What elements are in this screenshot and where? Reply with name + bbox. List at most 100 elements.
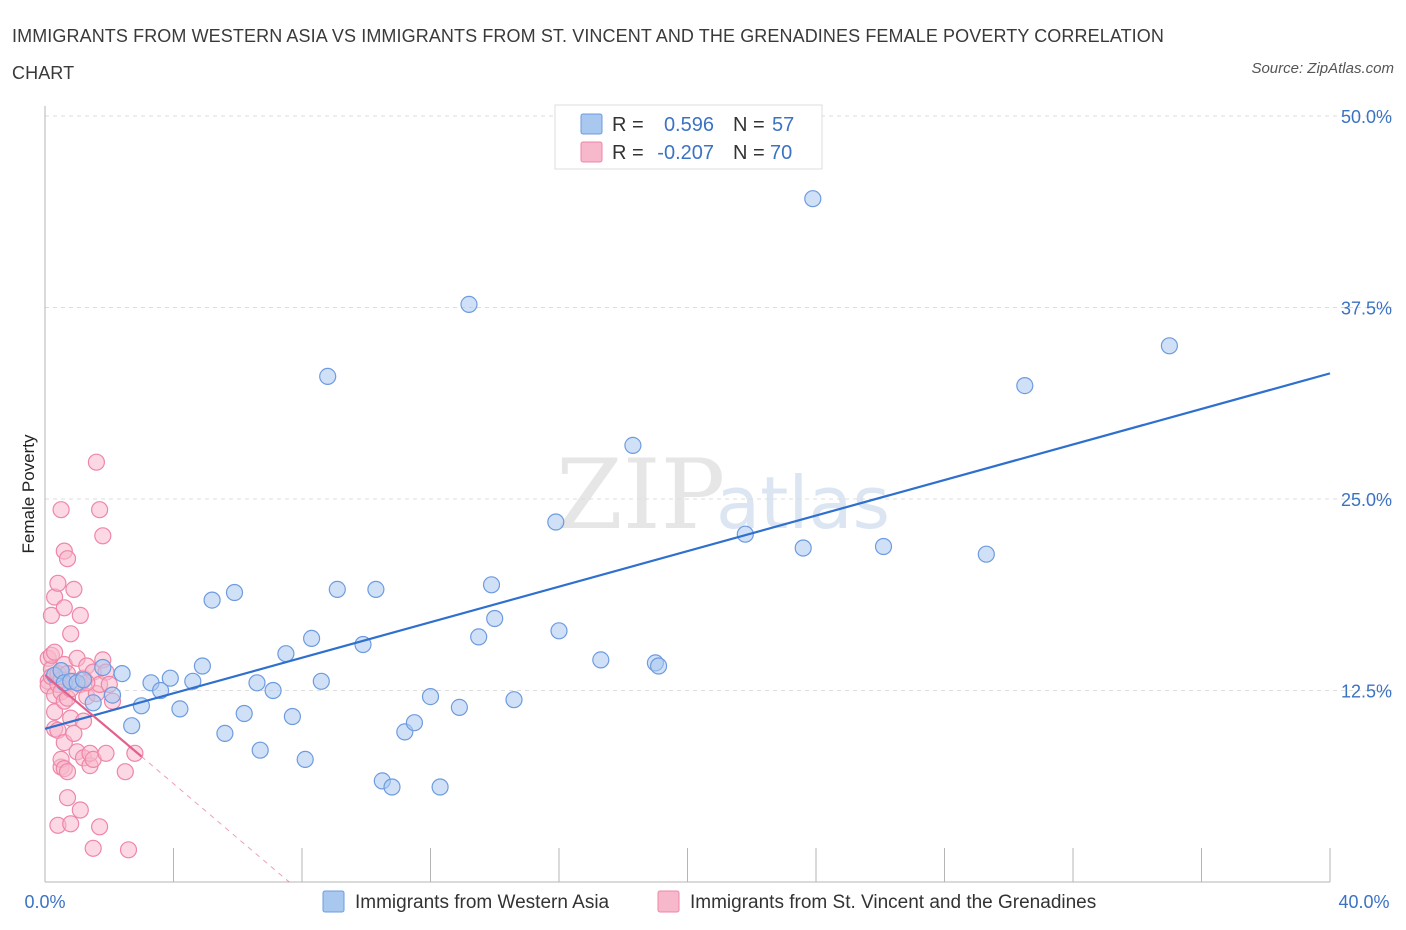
pink-point-3 bbox=[42, 606, 61, 625]
blue-point-10 bbox=[123, 717, 141, 735]
blue-point-18 bbox=[203, 591, 221, 609]
bottom-legend-label-blue: Immigrants from Western Asia bbox=[355, 892, 610, 913]
blue-point-21 bbox=[235, 704, 253, 723]
blue-point-44 bbox=[486, 609, 504, 628]
trend-line-blue bbox=[44, 372, 1331, 730]
blue-point-20 bbox=[225, 583, 244, 602]
blue-point-17 bbox=[193, 657, 211, 675]
blue-point-19 bbox=[216, 724, 234, 743]
source-label: Source: ZipAtlas.com bbox=[1251, 60, 1394, 77]
correlation-legend: R = 0.596 N = 57 R = -0.207 N = 70 bbox=[554, 104, 823, 170]
pink-point-9 bbox=[45, 643, 64, 661]
y-tick-label-1: 25.0% bbox=[1341, 490, 1392, 510]
blue-point-45 bbox=[505, 691, 523, 709]
blue-point-25 bbox=[277, 645, 295, 663]
legend-r-value-1: 0.596 bbox=[664, 114, 714, 136]
pink-point-28 bbox=[58, 550, 77, 568]
blue-point-47 bbox=[550, 622, 568, 640]
blue-point-16 bbox=[184, 672, 202, 690]
blue-point-56 bbox=[977, 545, 995, 563]
pink-point-37 bbox=[65, 580, 83, 599]
blue-point-31 bbox=[328, 580, 346, 599]
pink-point-13 bbox=[49, 574, 67, 592]
pink-point-62 bbox=[97, 744, 115, 762]
legend-swatch-pink bbox=[580, 141, 603, 163]
pink-point-42 bbox=[71, 606, 89, 625]
y-tick-label-3: 50.0% bbox=[1341, 107, 1392, 127]
x-tick-label-max: 40.0% bbox=[1338, 892, 1389, 912]
blue-point-9 bbox=[113, 664, 131, 683]
blue-point-29 bbox=[312, 672, 330, 690]
pink-point-17 bbox=[52, 501, 70, 519]
x-axis-ticks bbox=[44, 848, 1331, 882]
pink-point-32 bbox=[58, 789, 77, 807]
blue-point-15 bbox=[171, 700, 189, 718]
series-pink-points bbox=[39, 453, 144, 859]
blue-point-54 bbox=[804, 190, 822, 208]
blue-point-57 bbox=[1016, 377, 1034, 395]
blue-point-13 bbox=[152, 681, 170, 700]
bottom-legend-swatch-pink bbox=[657, 890, 680, 913]
pink-point-23 bbox=[55, 599, 73, 617]
y-tick-label-2: 37.5% bbox=[1341, 299, 1392, 319]
y-axis-label: Female Poverty bbox=[19, 434, 38, 554]
blue-point-41 bbox=[460, 295, 478, 313]
blue-point-48 bbox=[592, 651, 610, 669]
blue-point-53 bbox=[794, 539, 812, 557]
blue-point-46 bbox=[547, 513, 565, 531]
pink-point-57 bbox=[90, 818, 109, 836]
pink-point-68 bbox=[126, 744, 144, 762]
pink-point-61 bbox=[94, 527, 112, 545]
legend-n-label-1: N = bbox=[733, 114, 765, 136]
legend-r-value-2: -0.207 bbox=[657, 142, 714, 164]
blue-point-26 bbox=[283, 707, 301, 726]
pink-point-44 bbox=[71, 801, 89, 819]
blue-point-35 bbox=[383, 778, 401, 796]
blue-point-24 bbox=[264, 681, 282, 700]
pink-point-54 bbox=[84, 839, 102, 857]
blue-point-37 bbox=[405, 714, 423, 732]
legend-n-value-1: 57 bbox=[772, 114, 794, 136]
blue-point-6 bbox=[84, 694, 102, 712]
bottom-legend-label-pink: Immigrants from St. Vincent and the Gren… bbox=[690, 892, 1096, 913]
blue-point-49 bbox=[624, 436, 642, 454]
chart-title: IMMIGRANTS FROM WESTERN ASIA VS IMMIGRAN… bbox=[12, 26, 1164, 83]
pink-point-39 bbox=[65, 724, 83, 743]
pink-point-33 bbox=[62, 625, 80, 643]
blue-point-23 bbox=[251, 741, 269, 759]
watermark-zip: ZIP bbox=[556, 439, 725, 551]
legend-n-value-2: 70 bbox=[770, 142, 792, 164]
trend-line-pink-extension bbox=[141, 755, 290, 883]
bottom-legend-swatch-blue bbox=[322, 890, 345, 913]
y-tick-labels: 12.5% 25.0% 37.5% 50.0% bbox=[1341, 107, 1392, 702]
legend-n-label-2: N = bbox=[733, 142, 765, 164]
pink-point-59 bbox=[90, 501, 109, 519]
blue-point-27 bbox=[296, 750, 314, 769]
blue-point-7 bbox=[94, 658, 112, 677]
blue-point-55 bbox=[874, 537, 893, 556]
blue-point-51 bbox=[649, 657, 668, 675]
trend-lines bbox=[44, 372, 1331, 883]
blue-point-5 bbox=[74, 671, 93, 689]
x-tick-label-min: 0.0% bbox=[24, 892, 65, 912]
bottom-legend: Immigrants from Western Asia Immigrants … bbox=[322, 890, 1096, 913]
blue-point-42 bbox=[470, 628, 488, 646]
blue-point-58 bbox=[1160, 337, 1179, 355]
blue-point-8 bbox=[103, 686, 122, 704]
blue-point-43 bbox=[482, 576, 501, 594]
pink-point-56 bbox=[87, 453, 106, 471]
y-tick-label-0: 12.5% bbox=[1341, 682, 1392, 702]
trend-line-pink bbox=[44, 674, 143, 758]
pink-point-67 bbox=[119, 841, 138, 859]
blue-point-39 bbox=[431, 778, 449, 796]
blue-point-14 bbox=[161, 669, 179, 687]
blue-point-33 bbox=[367, 580, 385, 599]
blue-point-30 bbox=[319, 367, 337, 385]
legend-r-label-2: R = bbox=[612, 142, 644, 164]
blue-point-40 bbox=[450, 698, 468, 717]
blue-point-38 bbox=[421, 687, 440, 706]
pink-point-66 bbox=[116, 763, 134, 781]
grid-lines bbox=[45, 115, 1392, 691]
blue-point-22 bbox=[248, 674, 266, 692]
